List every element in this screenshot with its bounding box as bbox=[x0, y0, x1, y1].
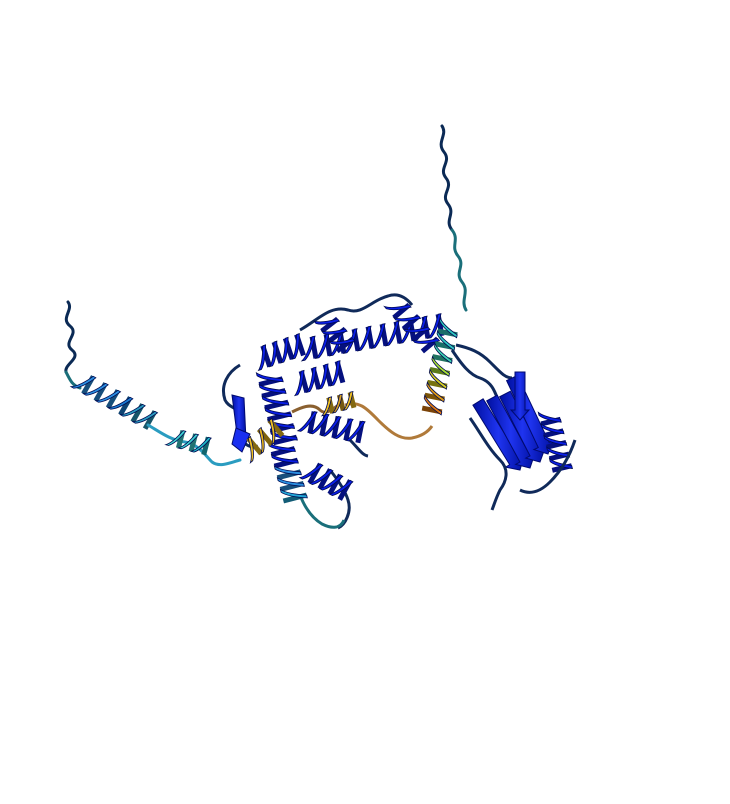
left-helix-turn bbox=[82, 382, 109, 396]
core-helix-c-turn bbox=[255, 371, 284, 383]
top-tail-teal bbox=[450, 228, 468, 312]
core-beta-strand-2 bbox=[231, 427, 251, 453]
left-helix bbox=[69, 375, 159, 430]
core-helix-h-turn bbox=[312, 318, 341, 325]
core-helix-a-turn bbox=[257, 344, 267, 372]
core-helix-c-turn bbox=[261, 395, 290, 406]
core-helix-d-turn bbox=[305, 366, 317, 394]
core-helix-f-turn bbox=[276, 476, 305, 487]
left-short-helix bbox=[164, 429, 212, 456]
core-helix-a-turn bbox=[280, 336, 289, 364]
core-helix-e-turn bbox=[308, 413, 330, 435]
small-yellow-helix-turn bbox=[331, 393, 343, 414]
yellow-green-orange-helix bbox=[421, 316, 458, 416]
left-helix-turn bbox=[106, 396, 134, 410]
beta-strand-2 bbox=[486, 394, 536, 469]
left-short-helix-turn bbox=[189, 436, 212, 453]
core-helix-e-turn bbox=[332, 418, 354, 439]
core-helix-a-turn bbox=[291, 333, 300, 360]
left-helix-turn bbox=[94, 389, 122, 403]
core-helix-d-turn bbox=[329, 360, 341, 387]
core-long-helix-turn bbox=[370, 323, 386, 349]
core-loop-teal bbox=[298, 494, 346, 529]
core-long-helix-turn bbox=[300, 335, 316, 362]
core-helix-b-turn bbox=[383, 304, 412, 311]
core-helix-g-turn bbox=[298, 463, 324, 480]
yellow-helix-turn bbox=[247, 435, 254, 464]
beta-strand-5 bbox=[509, 371, 531, 421]
orange-linker bbox=[344, 402, 434, 440]
core-helix-f-turn bbox=[279, 488, 308, 499]
core-helix-a-turn bbox=[268, 340, 278, 368]
gradient-helix-turn bbox=[439, 316, 458, 339]
right-linker bbox=[455, 343, 513, 380]
core-helix-d-turn bbox=[317, 363, 329, 390]
core-helix-f-turn bbox=[267, 442, 296, 452]
gradient-helix-turn bbox=[423, 393, 443, 416]
beta-domain-helix-turn bbox=[540, 422, 565, 435]
left-helix-turn bbox=[69, 375, 97, 389]
gradient-helix-turn bbox=[426, 380, 445, 403]
core-helix-d-turn bbox=[293, 369, 305, 397]
left-short-helix-turn bbox=[164, 430, 187, 446]
beta-domain-helix-turn bbox=[537, 411, 562, 423]
top-tail bbox=[439, 124, 454, 232]
core-helix-e-turn bbox=[320, 415, 342, 437]
core-loop-2 bbox=[299, 293, 414, 332]
gradient-helix-turn bbox=[431, 355, 450, 378]
beta-sheet-domain bbox=[472, 371, 573, 473]
core-helix-f-turn bbox=[273, 465, 302, 476]
core-helix-c-turn bbox=[258, 383, 287, 394]
core-long-helix-turn bbox=[426, 313, 442, 339]
core-helix-h-turn bbox=[328, 338, 356, 345]
core-helix-e-turn bbox=[344, 420, 366, 442]
core-helix-h-turn bbox=[320, 328, 348, 335]
core-helix-b-turn bbox=[392, 315, 422, 322]
gradient-helix-turn bbox=[428, 368, 448, 390]
left-short-helix-turn bbox=[176, 433, 200, 450]
yellow-helix bbox=[246, 417, 285, 464]
core-helix-e-turn bbox=[296, 411, 318, 432]
core-helix-c-turn bbox=[264, 406, 293, 418]
core-loop-4 bbox=[348, 438, 369, 458]
core-helix-g-turn bbox=[308, 468, 334, 486]
brown-loop bbox=[291, 402, 341, 414]
core-long-helix-turn bbox=[356, 325, 372, 352]
yellow-helix-turn bbox=[258, 426, 265, 455]
core-helix-g-turn bbox=[318, 474, 344, 491]
small-yellow-helix bbox=[320, 390, 357, 417]
right-linker-2 bbox=[450, 349, 500, 401]
beta-domain-helix-turn bbox=[548, 457, 573, 470]
core-helix-b-turn bbox=[411, 338, 441, 344]
left-helix-turn bbox=[119, 403, 146, 417]
core-helix-f-turn bbox=[270, 453, 299, 464]
core-long-helix-turn bbox=[342, 328, 358, 354]
core-helix-b-turn bbox=[402, 326, 431, 333]
small-yellow-helix-turn bbox=[320, 396, 333, 417]
beta-domain-loop bbox=[468, 417, 508, 511]
yellow-helix-turn bbox=[269, 417, 276, 446]
left-linker bbox=[146, 423, 242, 467]
beta-domain-loop-2 bbox=[519, 439, 577, 494]
core-helix-g-turn bbox=[328, 479, 354, 497]
small-yellow-helix-turn bbox=[342, 390, 354, 412]
left-helix-turn bbox=[131, 410, 159, 424]
beta-domain-helix-turn bbox=[543, 434, 568, 446]
n-terminal-tail bbox=[64, 300, 77, 374]
gradient-helix-turn bbox=[434, 342, 453, 365]
